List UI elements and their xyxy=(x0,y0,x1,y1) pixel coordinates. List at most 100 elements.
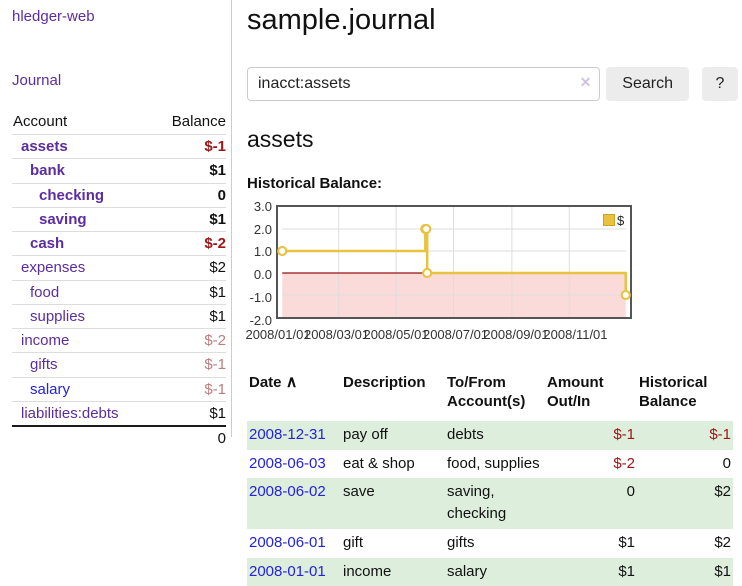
legend-label: $ xyxy=(617,212,625,228)
chart-title: Historical Balance: xyxy=(247,174,383,192)
main-content: sample.journal ✕ Search ? assets Histori… xyxy=(232,0,742,586)
account-link-saving[interactable]: saving xyxy=(39,210,87,228)
search-bar: ✕ Search ? xyxy=(247,66,738,101)
x-axis-tick-label: 2008/07/01 xyxy=(422,326,489,342)
transaction-description: eat & shop xyxy=(343,454,415,472)
account-link-income[interactable]: income xyxy=(21,332,70,349)
accounts-header-balance: Balance xyxy=(171,113,226,130)
transaction-balance: $-1 xyxy=(709,425,731,443)
description-header: Description xyxy=(343,373,426,391)
x-axis-tick-label: 2008/09/01 xyxy=(483,326,549,342)
account-row-income: income $-2 xyxy=(12,327,226,353)
register-row: 2008-06-01 gift gifts $1 $2 xyxy=(247,529,733,558)
accounts-header-row: Account Balance xyxy=(12,110,226,135)
transaction-description: pay off xyxy=(343,425,388,443)
y-axis-tick-label: -1.0 xyxy=(249,289,272,305)
accounts-total: 0 xyxy=(150,424,226,451)
x-axis-tick-label: 2008/11/01 xyxy=(543,326,608,342)
transaction-balance: $2 xyxy=(714,533,731,551)
transaction-accounts: food, supplies xyxy=(447,454,540,472)
transaction-accounts: saving, checking xyxy=(447,483,507,523)
register-row: 2008-06-02 save saving, checking 0 $2 xyxy=(247,478,733,529)
register-table: Date ∧ Description To/From Account(s) Am… xyxy=(247,371,733,586)
account-row-expenses: expenses $2 xyxy=(12,255,226,280)
transaction-balance: 0 xyxy=(722,454,731,472)
account-balance: $-2 xyxy=(150,230,226,256)
account-row-bank: bank $1 xyxy=(12,158,226,183)
page-title: sample.journal xyxy=(247,4,436,36)
y-axis-tick-label: 2.0 xyxy=(253,221,272,237)
accounts-header-account: Account xyxy=(13,113,68,130)
amount-header: Amount Out/In xyxy=(547,373,604,411)
account-balance: $1 xyxy=(150,279,226,305)
account-link-expenses[interactable]: expenses xyxy=(21,259,86,277)
register-row: 2008-06-03 eat & shop food, supplies $-2… xyxy=(247,450,733,479)
transaction-date-link[interactable]: 2008-06-01 xyxy=(249,533,326,551)
account-balance: $2 xyxy=(150,255,226,280)
date-header-label: Date xyxy=(249,373,282,391)
y-axis-tick-label: 0.0 xyxy=(253,267,272,283)
account-row-gifts: gifts $-1 xyxy=(12,352,226,377)
search-button[interactable]: Search xyxy=(606,66,689,101)
historical-balance-chart: 3.0 2.0 1.0 0.0 -1.0 -2.0 $ 2008/01/01 2008/03… xyxy=(245,199,738,351)
account-link-liabilities-debts[interactable]: liabilities:debts xyxy=(21,404,119,422)
account-link-cash[interactable]: cash xyxy=(30,235,65,252)
transaction-date-link[interactable]: 2008-06-02 xyxy=(249,483,326,501)
tofrom-header: To/From Account(s) xyxy=(447,373,526,411)
transaction-date-link[interactable]: 2008-12-31 xyxy=(249,425,326,443)
account-link-assets[interactable]: assets xyxy=(21,138,68,155)
y-axis-tick-label: -2.0 xyxy=(249,312,272,328)
search-input[interactable] xyxy=(247,66,601,101)
account-balance: $-1 xyxy=(150,352,226,377)
account-balance: $1 xyxy=(150,400,226,426)
sidebar-item-journal[interactable]: Journal xyxy=(12,72,62,89)
account-row-cash: cash $-2 xyxy=(12,230,226,256)
x-axis-tick-label: 2008/03/01 xyxy=(303,326,370,342)
account-link-bank[interactable]: bank xyxy=(30,162,66,180)
transaction-date-link[interactable]: 2008-06-03 xyxy=(249,454,326,472)
y-axis-tick-label: 3.0 xyxy=(253,198,272,214)
account-link-salary[interactable]: salary xyxy=(30,380,71,398)
transaction-amount: 0 xyxy=(626,483,635,501)
account-link-gifts[interactable]: gifts xyxy=(30,356,58,374)
account-row-assets: assets $-1 xyxy=(12,133,226,159)
transaction-accounts: debts xyxy=(447,425,484,443)
x-axis-tick-label: 2008/05/01 xyxy=(363,326,429,342)
transaction-accounts: salary xyxy=(447,562,488,580)
register-row: 2008-01-01 income salary $1 $1 xyxy=(247,557,733,586)
account-row-checking: checking 0 xyxy=(12,182,226,208)
account-balance: $-1 xyxy=(150,376,226,402)
account-link-checking[interactable]: checking xyxy=(39,186,105,204)
sort-ascending-icon: ∧ xyxy=(285,373,298,391)
account-link-supplies[interactable]: supplies xyxy=(30,307,86,325)
accounts-table: Account Balance assets $-1 bank $1 check… xyxy=(12,110,226,451)
app-title-link[interactable]: hledger-web xyxy=(12,8,95,25)
account-row-salary: salary $-1 xyxy=(12,376,226,402)
balance-chart-canvas xyxy=(276,204,632,319)
clear-search-icon[interactable]: ✕ xyxy=(579,73,592,90)
transaction-accounts: gifts xyxy=(447,533,475,551)
y-axis-tick-label: 1.0 xyxy=(253,244,272,260)
account-balance: $-2 xyxy=(150,327,226,353)
account-balance: $1 xyxy=(150,206,226,232)
accounts-total-row: 0 xyxy=(12,424,226,451)
account-balance: $-1 xyxy=(150,133,226,159)
transaction-amount: $1 xyxy=(618,533,635,551)
transaction-description: gift xyxy=(343,533,364,551)
transaction-description: save xyxy=(343,483,375,501)
help-button[interactable]: ? xyxy=(702,66,738,101)
transaction-amount: $-2 xyxy=(613,454,635,472)
transaction-balance: $2 xyxy=(714,483,731,501)
transaction-balance: $1 xyxy=(714,562,731,580)
sort-by-date-link[interactable]: Date ∧ xyxy=(249,374,297,391)
account-balance: $1 xyxy=(150,303,226,329)
x-axis-tick-label: 2008/01/01 xyxy=(245,326,311,342)
transaction-date-link[interactable]: 2008-01-01 xyxy=(249,562,326,580)
account-row-saving: saving $1 xyxy=(12,206,226,232)
chart-legend: $ xyxy=(603,213,624,228)
account-link-food[interactable]: food xyxy=(30,283,60,301)
register-header-row: Date ∧ Description To/From Account(s) Am… xyxy=(247,371,733,421)
account-row-supplies: supplies $1 xyxy=(12,303,226,329)
transaction-amount: $1 xyxy=(618,562,635,580)
